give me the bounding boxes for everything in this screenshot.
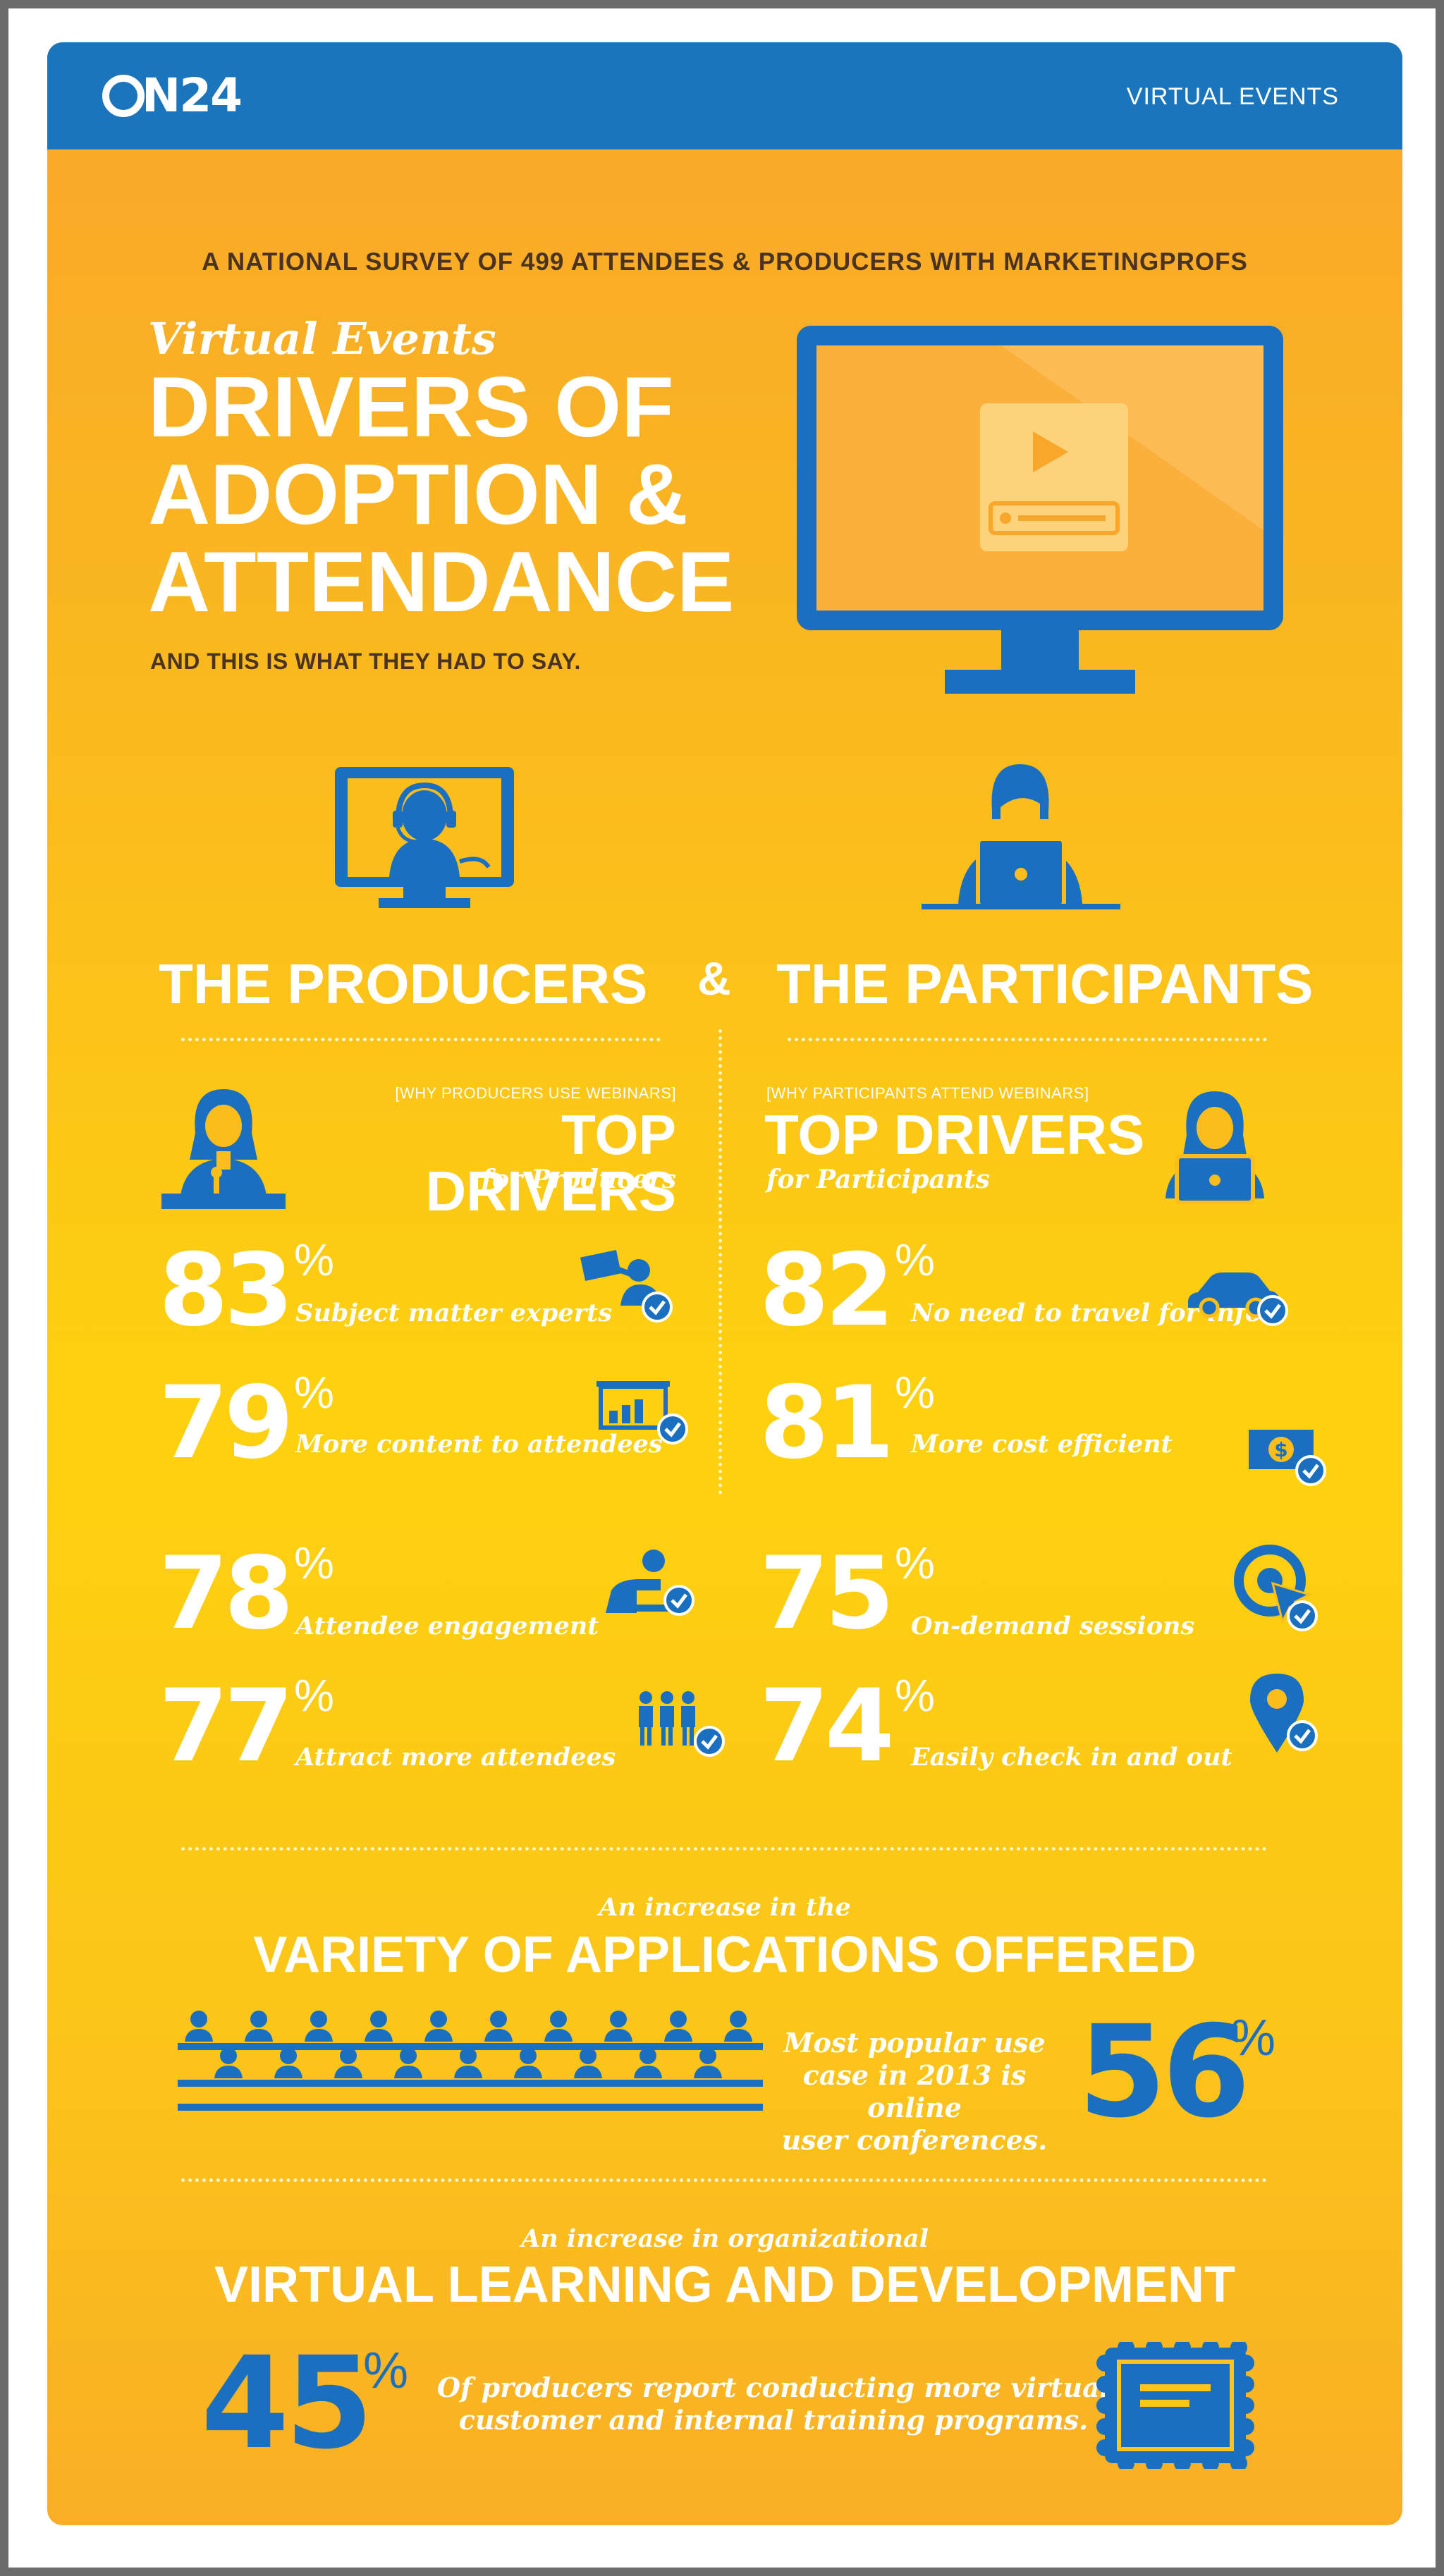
- svg-text:$: $: [1274, 1438, 1287, 1461]
- variety-text-line-1: Most popular use: [783, 2027, 1046, 2059]
- pct-sign: %: [294, 1367, 334, 1418]
- divider-learning: [181, 2178, 1267, 2182]
- logo-text: N24: [142, 68, 243, 123]
- pct-sign: %: [895, 1538, 935, 1588]
- infographic-card: N24 VIRTUAL EVENTS A NATIONAL SURVEY OF …: [47, 42, 1402, 2525]
- producer-pct-3: 78: [159, 1535, 294, 1652]
- participant-female-icon: [1165, 1091, 1264, 1204]
- dollar-bill-icon: $: [1249, 1430, 1326, 1486]
- variety-intro: An increase in the: [599, 1893, 851, 1922]
- producer-pct-1: 83: [159, 1232, 294, 1349]
- participant-pct-2: 81: [759, 1365, 895, 1481]
- pct-sign: %: [895, 1367, 935, 1418]
- expert-presenter-icon: [580, 1249, 673, 1323]
- title-line-2: ADOPTION &: [148, 446, 688, 542]
- pct-sign: %: [363, 2343, 409, 2399]
- title-line-1: DRIVERS OF: [148, 359, 674, 455]
- learning-intro: An increase in organizational: [521, 2224, 929, 2253]
- learning-text-line-1: Of producers report conducting more virt…: [436, 2372, 1110, 2403]
- learning-text: Of producers report conducting more virt…: [435, 2372, 1112, 2436]
- producer-monitor-icon: [335, 767, 514, 908]
- page-title: DRIVERS OF ADOPTION & ATTENDANCE: [148, 363, 734, 625]
- logo-o-icon: [102, 75, 145, 117]
- certificate-icon: [1096, 2342, 1254, 2469]
- pct-sign: %: [294, 1670, 334, 1721]
- presentation-chart-icon: [596, 1381, 688, 1445]
- participants-heading: THE PARTICIPANTS: [776, 952, 1314, 1015]
- participant-pct-1: 82: [759, 1232, 895, 1349]
- divider-variety: [181, 1847, 1267, 1851]
- producer-speaker-icon: [161, 1089, 286, 1209]
- producers-for-who: for Producers: [481, 1165, 676, 1194]
- learning-heading: VIRTUAL LEARNING AND DEVELOPMENT: [214, 2257, 1236, 2313]
- participant-label-3: On-demand sessions: [911, 1612, 1195, 1640]
- pct-sign: %: [1230, 2010, 1276, 2066]
- producers-heading: THE PRODUCERS: [159, 952, 648, 1015]
- participant-label-2: More cost efficient: [911, 1430, 1173, 1459]
- producer-pct-2: 79: [159, 1365, 294, 1481]
- producer-pct-4: 77: [159, 1668, 294, 1784]
- producer-label-3: Attendee engagement: [295, 1612, 599, 1640]
- divider-vertical: [718, 1029, 722, 1495]
- participants-bracket: [WHY PARTICIPANTS ATTEND WEBINARS]: [766, 1084, 1089, 1102]
- people-group-icon: [639, 1691, 725, 1757]
- video-monitor-icon: [797, 326, 1283, 694]
- script-title: Virtual Events: [148, 313, 496, 364]
- producers-bracket: [WHY PRODUCERS USE WEBINARS]: [395, 1084, 676, 1102]
- variety-text: Most popular use case in 2013 is online …: [752, 2027, 1077, 2157]
- producers-top-drivers: TOP DRIVERS: [425, 1103, 676, 1222]
- pct-sign: %: [895, 1234, 935, 1285]
- divider-right: [788, 1038, 1267, 1041]
- producer-label-2: More content to attendees: [295, 1430, 663, 1459]
- participant-label-4: Easily check in and out: [911, 1743, 1232, 1772]
- producer-label-4: Attract more attendees: [295, 1743, 616, 1772]
- participants-for-who: for Participants: [766, 1165, 990, 1194]
- page-subtitle: AND THIS IS WHAT THEY HAD TO SAY.: [150, 649, 581, 674]
- survey-line: A NATIONAL SURVEY OF 499 ATTENDEES & PRO…: [202, 248, 1248, 276]
- on24-logo[interactable]: N24: [102, 70, 286, 121]
- cursor-click-icon: [1234, 1545, 1318, 1631]
- top-bar: N24 VIRTUAL EVENTS: [47, 42, 1402, 149]
- variety-text-line-3: user conferences.: [781, 2124, 1048, 2156]
- pct-sign: %: [895, 1670, 935, 1721]
- learning-pct: 45: [201, 2330, 373, 2477]
- audience-crowd-icon: [178, 2011, 763, 2111]
- title-line-3: ATTENDANCE: [148, 534, 735, 630]
- pct-sign: %: [294, 1234, 334, 1285]
- location-pin-icon: [1250, 1674, 1318, 1753]
- variety-heading: VARIETY OF APPLICATIONS OFFERED: [253, 1927, 1197, 1983]
- participant-laptop-icon: [922, 764, 1120, 909]
- car-icon: [1188, 1272, 1288, 1326]
- ampersand: &: [697, 952, 731, 1005]
- learning-text-line-2: customer and internal training programs.: [458, 2404, 1089, 2436]
- divider-left: [181, 1038, 661, 1041]
- engagement-icon: [606, 1550, 695, 1616]
- producer-label-1: Subject matter experts: [295, 1299, 612, 1327]
- variety-text-line-2: case in 2013 is online: [802, 2059, 1027, 2123]
- pct-sign: %: [294, 1538, 334, 1588]
- virtual-events-label[interactable]: VIRTUAL EVENTS: [1126, 83, 1339, 110]
- participant-pct-3: 75: [759, 1535, 895, 1652]
- participant-pct-4: 74: [759, 1668, 895, 1784]
- variety-pct: 56: [1078, 1999, 1250, 2146]
- participants-top-drivers: TOP DRIVERS: [764, 1103, 1145, 1166]
